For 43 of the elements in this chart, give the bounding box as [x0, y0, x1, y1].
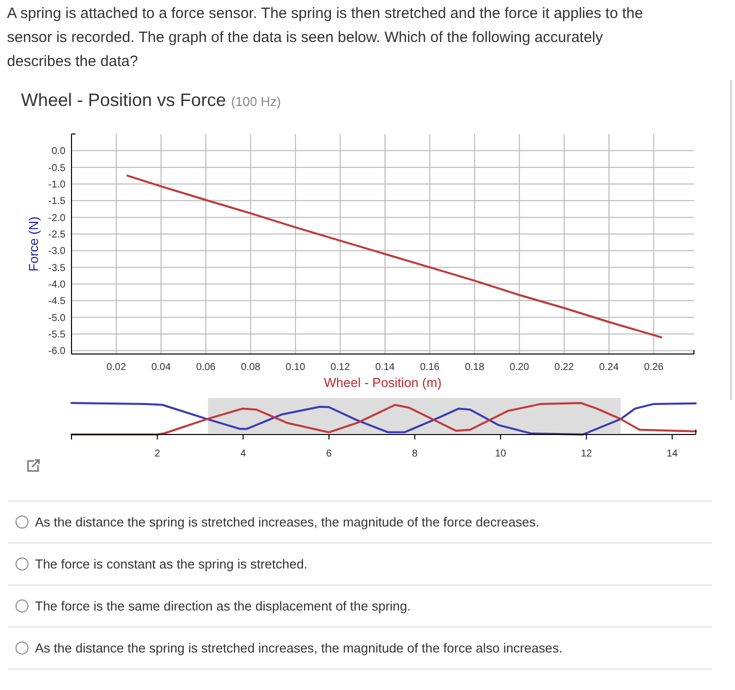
- y-axis-title: Force (N): [26, 216, 41, 272]
- text: The force is the same direction as the displacement of the spring.: [35, 598, 411, 614]
- x-tick-label: 0.10: [286, 362, 306, 373]
- x-tick-label: 0.16: [420, 362, 440, 373]
- x-tick-label: 0.04: [151, 362, 172, 373]
- x-tick-label: 0.08: [240, 362, 261, 373]
- x-tick-label: 2: [154, 448, 161, 460]
- x-tick-label: 0.06: [196, 362, 216, 373]
- x-tick-label: 12: [580, 448, 592, 460]
- y-tick-label: -3.5: [48, 262, 66, 274]
- y-tick-label: -2.5: [48, 230, 66, 240]
- x-tick-label: 0.12: [330, 362, 350, 373]
- x-tick-label: 0.22: [554, 362, 574, 373]
- y-tick-label: -4.0: [48, 280, 66, 290]
- line-series: [126, 174, 662, 338]
- text: A spring is attached to a force sensor. The spring is then stretched and the force it applies to the sensor is recorded. The graph of the data is seen below. Which of the following accurately describes the data?: [7, 5, 643, 70]
- text: As the distance the spring is stretched increases, the magnitude of the force also increases.: [35, 640, 563, 656]
- x-tick-label: 0.14: [375, 362, 396, 373]
- x-tick-label: 0.26: [644, 362, 664, 373]
- y-tick-label: -6.0: [48, 346, 66, 358]
- x-tick-label: 0.02: [106, 362, 126, 373]
- y-tick-label: 0.0: [52, 146, 66, 158]
- y-tick-label: -5.0: [48, 312, 66, 324]
- y-tick-label: -0.5: [48, 162, 66, 174]
- y-tick-label: -3.0: [48, 246, 66, 258]
- chart-subtitle: (100 Hz): [231, 94, 281, 109]
- y-tick-label: -2.0: [48, 212, 66, 224]
- y-tick-label: -1.0: [48, 180, 66, 190]
- x-tick-label: 10: [495, 448, 507, 460]
- x-axis-title: Wheel - Position (m): [324, 375, 442, 390]
- x-tick-label: 6: [326, 448, 332, 460]
- y-tick-label: -5.5: [48, 330, 66, 340]
- y-tick-label: -4.5: [48, 296, 66, 308]
- chart-title: Wheel - Position vs Force: [21, 90, 226, 110]
- y-tick-label: -1.5: [48, 196, 66, 208]
- x-tick-label: 14: [666, 448, 678, 460]
- x-tick-label: 0.18: [464, 362, 485, 373]
- text: As the distance the spring is stretched increases, the magnitude of the force decreases.: [35, 514, 540, 530]
- x-tick-label: 0.20: [510, 362, 530, 373]
- x-tick-label: 0.24: [599, 362, 620, 373]
- x-tick-label: 4: [240, 448, 246, 460]
- x-tick-label: 8: [412, 448, 418, 460]
- text: The force is constant as the spring is stretched.: [35, 556, 308, 572]
